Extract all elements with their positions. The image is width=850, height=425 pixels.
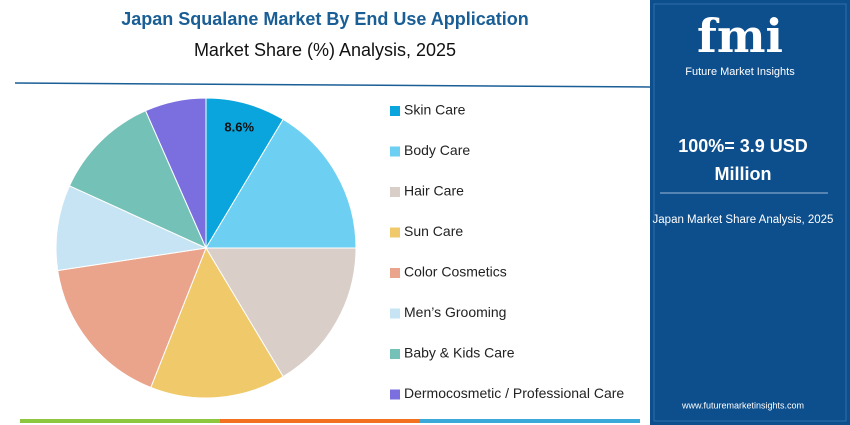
legend: Skin Care Body Care Hair Care Sun Care Color… [390,102,624,401]
title-rule [14,82,651,88]
pie-slice [150,246,284,399]
total-value: 100%= 3.9 USD [678,136,808,156]
legend-swatch [390,268,400,278]
legend-swatch [390,187,400,197]
pie-slice [205,247,357,378]
pie-slice [205,118,357,249]
legend-swatch [390,349,400,359]
legend-label: Men’s Grooming [404,304,506,320]
website: www.futuremarketinsights.com [681,400,804,410]
sidebar-caption: Japan Market Share Analysis, 2025 [653,214,834,226]
footer-strip [20,419,640,423]
brand: Future Market Insights [685,66,795,78]
pie-slice [57,247,207,389]
pie-slice [55,185,208,272]
pie-chart: 8.6% [55,97,357,399]
sidebar-bg [650,0,850,425]
sidebar: fmi Future Market Insights 100%= 3.9 USD… [650,0,850,425]
slice-label: 8.6% [224,119,254,134]
pie-slice [68,110,207,249]
pie-slice [144,97,207,249]
legend-label: Skin Care [404,102,466,118]
total-unit: Million [715,164,772,184]
legend-swatch [390,389,400,400]
legend-label: Baby & Kids Care [404,345,515,361]
legend-swatch [390,227,400,238]
legend-label: Body Care [404,142,470,158]
sidebar-border [653,3,847,422]
chart-title: Japan Squalane Market By End Use Applica… [121,9,528,29]
chart-subtitle: Market Share (%) Analysis, 2025 [194,40,456,60]
legend-label: Dermocosmetic / Professional Care [404,385,624,401]
legend-swatch [390,106,400,116]
legend-label: Hair Care [404,183,464,199]
logo: fmi [697,9,783,63]
legend-swatch [390,308,400,319]
legend-swatch [390,146,400,157]
legend-label: Sun Care [404,223,463,239]
legend-label: Color Cosmetics [404,264,507,280]
